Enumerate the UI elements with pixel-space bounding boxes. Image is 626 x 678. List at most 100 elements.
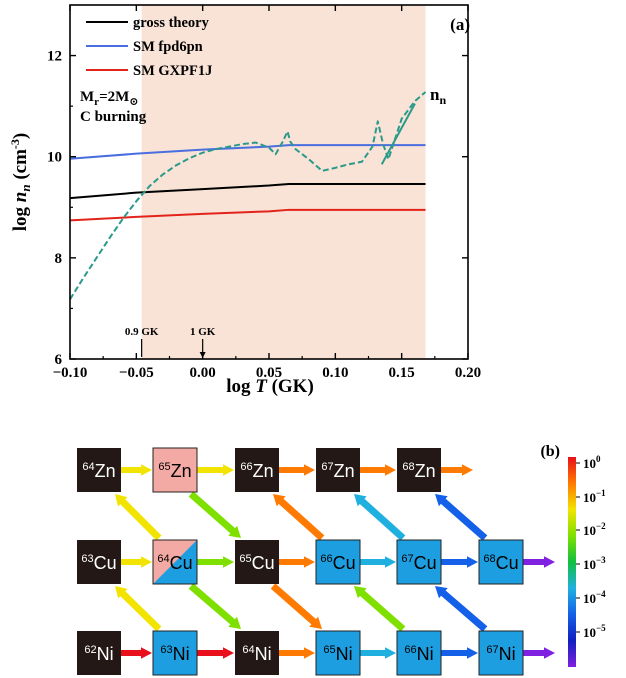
nucleus-64Cu: 64Cu: [152, 539, 198, 585]
colorbar-label: 10−5: [583, 623, 606, 640]
nucleus-box: [152, 630, 198, 676]
flow-arrow: [188, 491, 241, 538]
flow-arrow: [441, 647, 478, 659]
panel-label-b: (b): [540, 443, 560, 460]
nuclei-grid: 64Zn 65Zn 66Zn 67Zn 68Zn 63Cu 64Cu 65Cu 66Cu 67Cu…: [77, 447, 524, 676]
flow-arrows: [115, 464, 555, 659]
y-tick-label: 8: [55, 251, 63, 267]
flow-arrow: [279, 556, 315, 568]
series-layer: [69, 91, 427, 300]
flow-arrow: [441, 556, 478, 568]
panel-b: 64Zn 65Zn 66Zn 67Zn 68Zn 63Cu 64Cu 65Cu 66Cu 67Cu…: [77, 443, 606, 676]
flow-arrow: [270, 583, 322, 629]
y-axis-label: log nn (cm-3): [8, 133, 33, 232]
nucleus-box: [315, 630, 361, 676]
flow-arrow: [279, 464, 315, 476]
nucleus-box: [396, 630, 442, 676]
nucleus-64Ni: 64Ni: [235, 631, 279, 675]
nn-annotation: nn: [430, 85, 446, 107]
nucleus-65Ni: 65Ni: [315, 630, 361, 676]
nucleus-box: [152, 447, 198, 493]
flow-arrow: [354, 494, 406, 541]
series-line-1: [69, 144, 426, 160]
x-tick-label: 0.00: [190, 365, 216, 381]
flow-arrow: [121, 556, 152, 568]
nucleus-box: [396, 539, 442, 585]
flow-arrow: [115, 494, 162, 541]
nucleus-label: 68Zn: [402, 461, 435, 481]
y-tick-label: 10: [47, 150, 62, 166]
flow-arrow: [197, 556, 234, 568]
nucleus-67Cu: 67Cu: [396, 539, 442, 585]
marker-0.9gk-label: 0.9 GK: [125, 326, 159, 338]
x-tick-label: 0.15: [389, 365, 415, 381]
colorbar-label: 10−3: [583, 555, 606, 572]
y-axis-ticks: 6 8 10 12: [47, 49, 468, 368]
colorbar-label: 10−4: [583, 589, 606, 606]
colorbar-label: 10−2: [583, 521, 606, 538]
nucleus-box-border: [152, 539, 198, 585]
series-line-0: [69, 183, 426, 200]
nucleus-label: 62Ni: [84, 644, 113, 664]
nucleus-box: [77, 448, 121, 492]
nucleus-label: 66Ni: [404, 644, 433, 664]
nucleus-63Cu: 63Cu: [77, 540, 121, 584]
nucleus-66Cu: 66Cu: [315, 539, 361, 585]
colorbar-label: 10−1: [583, 488, 606, 505]
x-tick-label: 0.20: [455, 365, 481, 381]
nucleus-box: [235, 540, 279, 584]
x-axis-label: log T (GK): [226, 376, 314, 397]
series-line-3: [69, 91, 427, 300]
colorbar-label: 100: [583, 454, 601, 471]
nucleus-label: 66Zn: [240, 461, 273, 481]
nucleus-68Cu: 68Cu: [478, 539, 524, 585]
nucleus-label: 67Ni: [486, 644, 515, 664]
flow-arrow: [121, 647, 152, 659]
flow-arrow: [273, 494, 325, 541]
shaded-burning-region: [141, 5, 426, 359]
panel-label-a: (a): [450, 15, 470, 34]
nucleus-box: [77, 631, 121, 675]
nucleus-label: 68Cu: [483, 553, 518, 573]
nucleus-box: [478, 539, 524, 585]
panel-a: −0.10 −0.05 0.00 0.05 0.10 0.15 0.20 6 8 10 12 lo…: [8, 4, 481, 397]
y-tick-label: 6: [55, 352, 63, 368]
mass-annotation: Mr=2M⊙: [80, 89, 139, 108]
x-tick-label: −0.10: [53, 365, 88, 381]
nucleus-label: 65Cu: [239, 553, 274, 573]
nucleus-box: [397, 448, 441, 492]
legend-label-fpd6pn: SM fpd6pn: [133, 39, 203, 55]
marker-1gk-label: 1 GK: [190, 326, 216, 338]
x-tick-label: −0.05: [119, 365, 154, 381]
nucleus-label: 67Zn: [321, 461, 354, 481]
flow-arrow: [360, 464, 396, 476]
nucleus-label: 64Cu: [157, 553, 192, 573]
flow-arrow: [197, 464, 234, 476]
nucleus-label: 65Ni: [323, 644, 352, 664]
nucleus-label: 67Cu: [401, 553, 436, 573]
nucleus-66Ni: 66Ni: [396, 630, 442, 676]
flow-arrow: [435, 586, 488, 632]
nucleus-67Ni: 67Ni: [478, 630, 524, 676]
nucleus-65Cu: 65Cu: [235, 540, 279, 584]
nucleus-66Zn: 66Zn: [235, 448, 279, 492]
colorbar-labels: 100 10−1 10−2 10−3 10−4 10−5: [576, 454, 606, 640]
legend-label-gxpf1j: SM GXPF1J: [133, 63, 212, 79]
nucleus-67Zn: 67Zn: [316, 448, 360, 492]
flow-arrow: [435, 494, 488, 541]
nucleus-68Zn: 68Zn: [397, 448, 441, 492]
marker-1gk-arrow-head: [199, 352, 206, 358]
nucleus-62Ni: 62Ni: [77, 631, 121, 675]
nucleus-box: [235, 631, 279, 675]
nucleus-64Zn: 64Zn: [77, 448, 121, 492]
flow-arrow: [121, 464, 152, 476]
x-axis-ticks: −0.10 −0.05 0.00 0.05 0.10 0.15 0.20: [53, 5, 481, 381]
burning-annotation: C burning: [80, 109, 147, 125]
flow-arrow: [523, 556, 555, 568]
legend: gross theory SM fpd6pn SM GXPF1J: [86, 15, 212, 79]
nucleus-box: [235, 448, 279, 492]
nucleus-label: 63Cu: [81, 553, 116, 573]
flow-arrow: [360, 556, 396, 568]
flow-arrow: [354, 586, 406, 632]
